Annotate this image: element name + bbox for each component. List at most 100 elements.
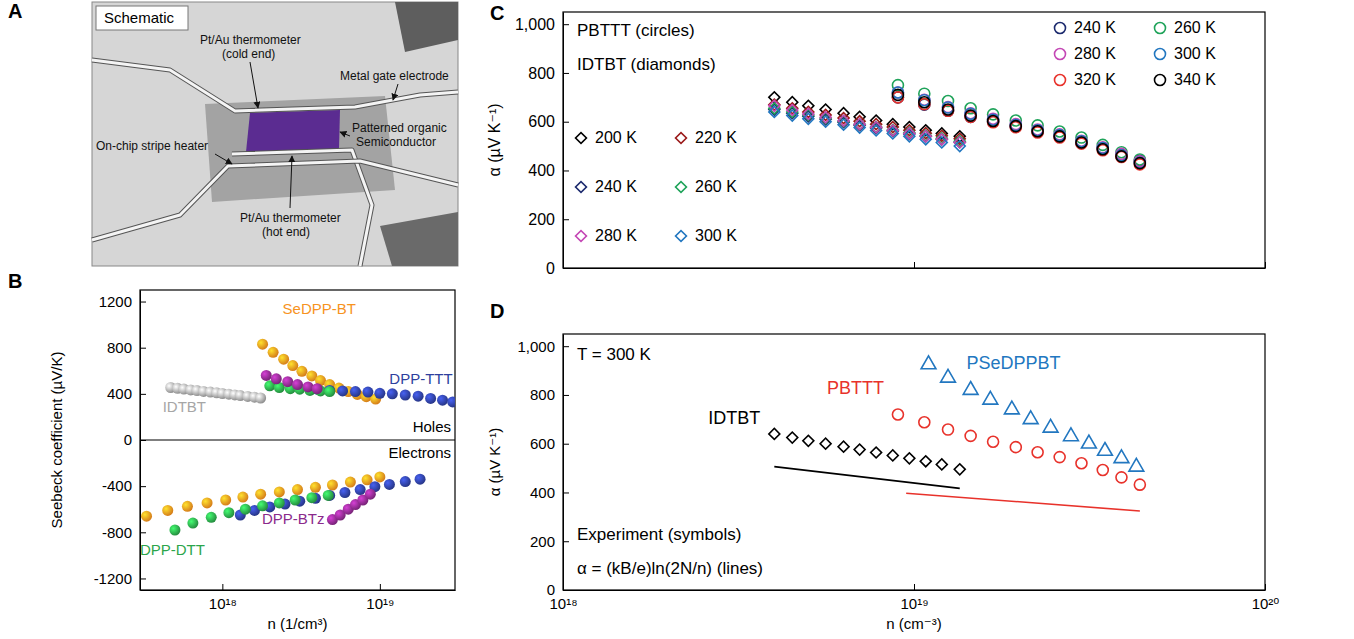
x-axis-title: n (cm⁻³) (886, 615, 941, 632)
data-point (1004, 401, 1019, 414)
data-point (1010, 442, 1021, 453)
data-point (415, 474, 426, 485)
data-point (965, 430, 976, 441)
data-point (374, 471, 385, 482)
data-point (803, 435, 814, 446)
data-point (892, 409, 903, 420)
plot-frame (140, 290, 455, 590)
data-point (206, 512, 217, 523)
data-point (323, 490, 334, 501)
legend-symbol (1055, 23, 1066, 34)
data-point (1032, 447, 1043, 458)
data-point (447, 396, 455, 407)
x-tick: 10¹⁹ (900, 584, 928, 612)
y-tick-label: 1200 (99, 293, 132, 310)
data-point (400, 390, 411, 401)
data-point (1054, 131, 1065, 142)
legend-label: 240 K (1074, 19, 1116, 36)
x-axis: 10¹⁸10¹⁹ (141, 584, 456, 612)
legend-symbol (1155, 23, 1166, 34)
data-point (769, 106, 780, 117)
x-tick (1265, 262, 1266, 268)
y-tick-label: 400 (530, 484, 555, 501)
x-tick-mark (380, 584, 381, 590)
series-label: PSeDPPBT (967, 353, 1061, 373)
data-point (374, 388, 385, 399)
electrode (92, 60, 458, 111)
data-point (1010, 120, 1021, 131)
data-point (282, 376, 293, 387)
y-tick-mark (563, 73, 569, 74)
y-axis: 02004006008001,000 (517, 335, 569, 599)
label-arrow (215, 154, 232, 164)
data-point (1076, 137, 1087, 148)
y-tick: 1,000 (517, 337, 569, 354)
data-point (787, 432, 798, 443)
legend-label: 260 K (1174, 19, 1216, 36)
plot-frame (563, 334, 1265, 590)
y-tick: 600 (528, 113, 569, 130)
data-point (936, 137, 947, 148)
data-point (324, 386, 335, 397)
x-tick: 10¹⁹ (366, 584, 394, 612)
legend-symbol (1055, 75, 1066, 86)
y-axis: 02004006008001,000 (515, 13, 569, 277)
y-tick-label: 0 (547, 581, 555, 598)
y-tick-label: 800 (530, 386, 555, 403)
y-tick-label: 600 (530, 435, 555, 452)
data-point (943, 424, 954, 435)
data-point (1064, 428, 1079, 441)
chart-panel: 10¹⁸10¹⁹-1200-800-40004008001200IDTBTSeD… (48, 290, 458, 632)
data-point (292, 379, 303, 390)
data-point (400, 476, 411, 487)
legend-symbol (1155, 49, 1166, 60)
data-point (220, 495, 231, 506)
chart-panel: 10¹⁸10¹⁹10²⁰02004006008001,000IDTBTPBTTT… (486, 334, 1279, 632)
x-axis-line (564, 268, 1266, 269)
x-tick-label: 10²⁰ (1252, 595, 1280, 612)
legend-symbol (576, 231, 587, 242)
y-tick: 800 (530, 386, 569, 403)
data-point (365, 489, 376, 500)
data-point (854, 119, 865, 130)
data-point (339, 487, 350, 498)
data-point (892, 89, 903, 100)
series-label: SeDPP-BT (283, 300, 356, 317)
annotation: α = (kB/e)ln(2N/n) (lines) (577, 559, 763, 578)
annotation: Electrons (388, 444, 451, 461)
chart-panel: 02004006008001,000240 K260 K280 K300 K32… (486, 12, 1265, 277)
y-tick-label: 400 (107, 385, 132, 402)
panel-label: C (490, 2, 504, 24)
figure: SchematicPt/Au thermometer(cold end)Meta… (0, 0, 1354, 639)
series-label: IDTBT (708, 408, 760, 428)
label-arrow (290, 156, 292, 208)
y-tick-mark (563, 219, 569, 220)
data-point (141, 511, 152, 522)
data-point (904, 453, 915, 464)
data-point (290, 495, 301, 506)
x-tick-label: 10¹⁹ (366, 595, 394, 612)
data-point (310, 482, 321, 493)
data-point (887, 128, 898, 139)
data-point (1082, 435, 1097, 448)
y-tick-mark (140, 486, 146, 487)
x-tick: 10²⁰ (1252, 584, 1280, 612)
series-label: IDTBT (163, 398, 206, 415)
data-point (1032, 125, 1043, 136)
data-point (337, 385, 348, 396)
data-point (988, 115, 999, 126)
legend-symbol (676, 182, 687, 193)
legend-symbol (1055, 49, 1066, 60)
y-tick-mark (140, 348, 146, 349)
annotation: T = 300 K (577, 345, 652, 364)
legend-label: 320 K (1074, 71, 1116, 88)
data-point (413, 391, 424, 402)
data-area (769, 356, 1146, 511)
data-point (274, 486, 285, 497)
legend: 240 K260 K280 K300 K320 K340 K200 K220 K… (576, 19, 1217, 244)
y-tick-mark (563, 268, 569, 269)
x-tick-mark (1265, 584, 1266, 590)
annotation: PBTTT (circles) (577, 21, 695, 40)
x-axis (564, 262, 1266, 269)
data-point (257, 339, 268, 350)
